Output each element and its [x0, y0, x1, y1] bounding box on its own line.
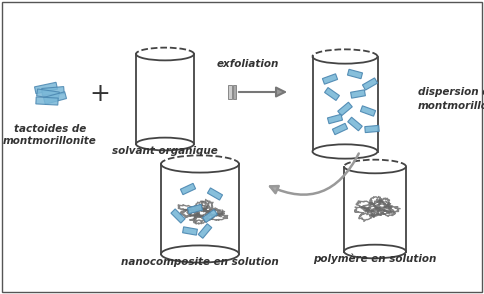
Bar — [361, 106, 376, 116]
Bar — [171, 209, 185, 223]
Bar — [350, 90, 365, 98]
FancyArrowPatch shape — [270, 153, 359, 195]
Bar — [338, 102, 352, 116]
Bar — [228, 85, 232, 99]
Bar — [233, 85, 236, 99]
Bar — [36, 97, 58, 105]
Bar — [182, 227, 197, 235]
Bar — [198, 224, 212, 238]
Bar — [181, 183, 196, 195]
Bar — [344, 166, 406, 251]
Bar — [161, 164, 239, 254]
Bar — [348, 69, 363, 79]
Bar — [42, 86, 64, 96]
FancyBboxPatch shape — [2, 2, 482, 292]
Text: dispersion de
montmorillonite: dispersion de montmorillonite — [418, 87, 484, 111]
Ellipse shape — [344, 245, 406, 258]
Ellipse shape — [136, 138, 194, 150]
Bar — [325, 88, 339, 101]
Bar — [34, 82, 58, 94]
Text: tactoides de
montmorillonite: tactoides de montmorillonite — [3, 124, 97, 146]
Text: nanocomposite en solution: nanocomposite en solution — [121, 257, 279, 267]
Bar — [187, 204, 202, 214]
Bar — [208, 188, 223, 200]
Bar — [136, 54, 194, 144]
Text: solvant organique: solvant organique — [112, 146, 218, 156]
Bar — [202, 210, 217, 223]
Bar — [348, 117, 363, 131]
Ellipse shape — [161, 245, 239, 263]
Ellipse shape — [313, 144, 378, 159]
Text: +: + — [90, 82, 110, 106]
Bar — [44, 92, 66, 104]
Bar — [363, 78, 378, 90]
Text: polymère en solution: polymère en solution — [313, 254, 437, 265]
Bar — [313, 56, 378, 151]
Text: exfoliation: exfoliation — [217, 59, 279, 69]
Bar — [37, 89, 60, 99]
Bar — [365, 126, 379, 133]
Bar — [333, 123, 348, 135]
Bar — [322, 74, 338, 84]
Bar — [328, 114, 343, 124]
